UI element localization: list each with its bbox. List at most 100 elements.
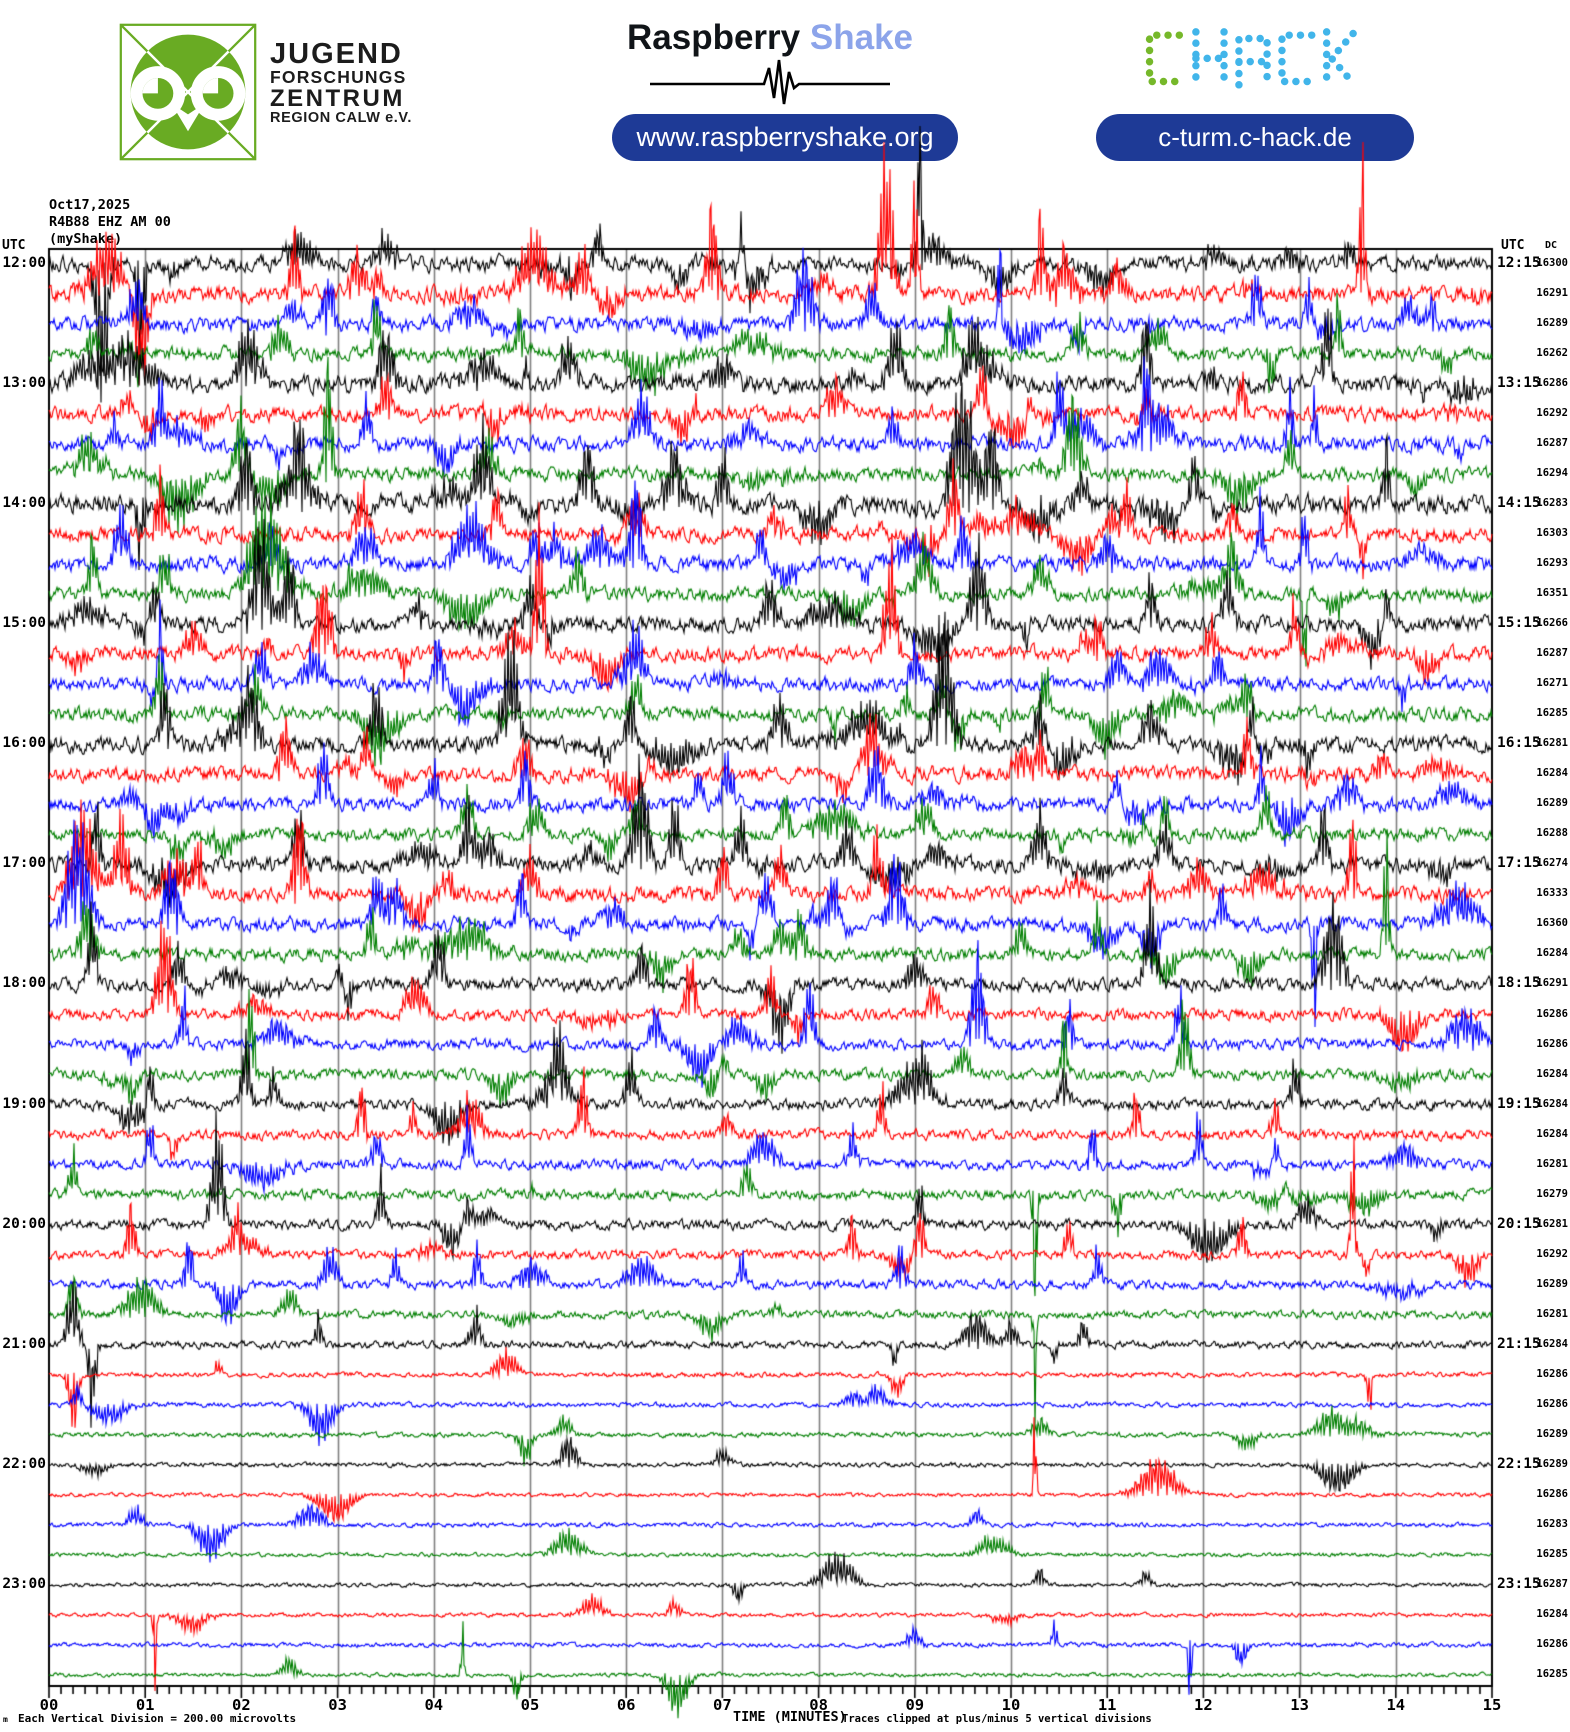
utc-left-label: 22:00 [2,1455,46,1472]
dc-value-label: 16286 [1536,1397,1568,1410]
jfz-line2: FORSCHUNGS [270,67,407,87]
dc-value-label: 16300 [1536,257,1568,269]
minute-tick-label: 11 [1097,1696,1117,1714]
dc-value-label: 16283 [1536,497,1568,510]
dc-value-label: 16284 [1536,947,1568,960]
dc-value-label: 16285 [1536,707,1568,720]
dc-value-label: 16266 [1536,617,1568,630]
utc-left-label: 13:00 [2,375,46,392]
dc-value-label: 16291 [1536,287,1568,300]
dc-value-label: 16351 [1536,587,1568,600]
dc-value-label: 16289 [1536,1457,1568,1470]
utc-left-label: 12:00 [2,255,46,271]
minute-tick-label: 13 [1290,1696,1309,1714]
minute-tick-label: 06 [616,1696,636,1714]
footnote-clipping: Traces clipped at plus/minus 5 vertical … [842,1713,1152,1725]
jfz-wordmark: JUGEND FORSCHUNGS ZENTRUM REGION CALW e.… [270,40,412,125]
dc-value-label: 16286 [1536,1367,1568,1380]
minute-tick-label: 09 [905,1696,925,1714]
utc-left-label: 21:00 [2,1335,46,1352]
raspberry-shake-wordmark: Raspberry Shake [560,18,980,58]
dc-value-label: 16281 [1536,1217,1568,1230]
utc-left-label: 18:00 [2,975,46,992]
minute-tick-label: 15 [1482,1696,1502,1714]
utc-left-label: 23:00 [2,1575,46,1592]
station-date: Oct17,2025 [49,197,131,213]
dc-value-label: 16287 [1536,437,1568,450]
seismic-squiggle-icon [650,59,890,105]
dc-value-label: 16286 [1536,1487,1568,1500]
dc-value-label: 16271 [1536,677,1568,690]
jfz-line4: REGION CALW e.V. [270,109,413,126]
dc-value-label: 16287 [1536,647,1568,660]
minute-tick-label: 04 [424,1696,444,1714]
dc-value-label: 16286 [1536,1007,1568,1020]
dc-value-label: 16333 [1536,887,1568,900]
raspberryshake-url: www.raspberryshake.org [636,122,934,152]
chack-url-button[interactable]: c-turm.c-hack.de [1096,114,1414,161]
raspberry-shake-logo: Raspberry Shake [560,18,980,111]
dc-value-label: 16284 [1536,1607,1568,1620]
minute-tick-label: 10 [1001,1696,1021,1714]
jfz-owl-logo [119,23,257,161]
dc-value-label: 16281 [1536,737,1568,750]
dc-value-label: 16284 [1536,1127,1568,1140]
dc-value-label: 16279 [1536,1187,1568,1200]
utc-left-label: 14:00 [2,495,46,512]
dc-value-label: 16289 [1536,317,1568,330]
dc-value-label: 16285 [1536,1547,1568,1560]
utc-left-label: 19:00 [2,1095,46,1112]
jfz-line3: ZENTRUM [270,84,405,112]
minute-tick-label: 03 [328,1696,347,1714]
dc-value-label: 16292 [1536,407,1568,420]
dc-value-label: 16274 [1536,857,1568,870]
station-id: R4B88 EHZ AM 00 [49,214,171,230]
dc-value-label: 16284 [1536,1067,1568,1080]
dc-value-label: 16289 [1536,1427,1568,1440]
dc-value-label: 16288 [1536,827,1568,840]
raspberryshake-url-button[interactable]: www.raspberryshake.org [612,114,958,161]
station-network: (myShake) [49,231,123,247]
utc-header-left: UTC [2,238,26,253]
minute-tick-label: 05 [520,1696,540,1714]
dc-value-label: 16262 [1536,347,1568,360]
dc-value-label: 16286 [1536,377,1568,390]
dc-value-label: 16360 [1536,917,1568,930]
dc-value-label: 16285 [1536,1667,1568,1680]
dc-header: DC [1545,240,1558,251]
dc-value-label: 16286 [1536,1637,1568,1650]
page-header: JUGEND FORSCHUNGS ZENTRUM REGION CALW e.… [0,0,1570,180]
minute-tick-label: 14 [1386,1696,1406,1714]
footnote-division: Each Vertical Division = 200.00 microvol… [18,1712,297,1725]
shake-text: Shake [809,18,913,57]
dc-value-label: 16284 [1536,1337,1568,1350]
x-axis-label: TIME (MINUTES) [733,1709,847,1725]
dc-value-label: 16286 [1536,1037,1568,1050]
dc-value-label: 16281 [1536,1307,1568,1320]
chack-url: c-turm.c-hack.de [1158,122,1352,152]
raspberry-text: Raspberry [627,18,801,57]
utc-header-right: UTC [1501,238,1525,253]
station-info: Oct17,2025 R4B88 EHZ AM 00 (myShake) [49,197,171,248]
dc-value-label: 16281 [1536,1157,1568,1170]
dc-value-label: 16293 [1536,557,1568,570]
dc-value-label: 16303 [1536,527,1568,540]
dc-value-label: 16283 [1536,1517,1568,1530]
dc-value-label: 16289 [1536,797,1568,810]
utc-left-label: 16:00 [2,735,46,752]
dc-value-label: 16287 [1536,1577,1568,1590]
dc-value-label: 16284 [1536,767,1568,780]
dc-value-label: 16291 [1536,977,1568,990]
dc-value-label: 16284 [1536,1097,1568,1110]
utc-left-label: 15:00 [2,615,46,632]
minute-tick-label: 07 [713,1696,732,1714]
corner-mark: m [3,1715,8,1724]
utc-left-label: 17:00 [2,855,46,872]
utc-left-label: 20:00 [2,1215,46,1232]
jfz-line1: JUGEND [270,38,403,70]
minute-tick-label: 12 [1194,1696,1213,1714]
dc-value-label: 16294 [1536,467,1568,480]
chack-logo [1145,28,1357,89]
dc-value-label: 16292 [1536,1247,1568,1260]
